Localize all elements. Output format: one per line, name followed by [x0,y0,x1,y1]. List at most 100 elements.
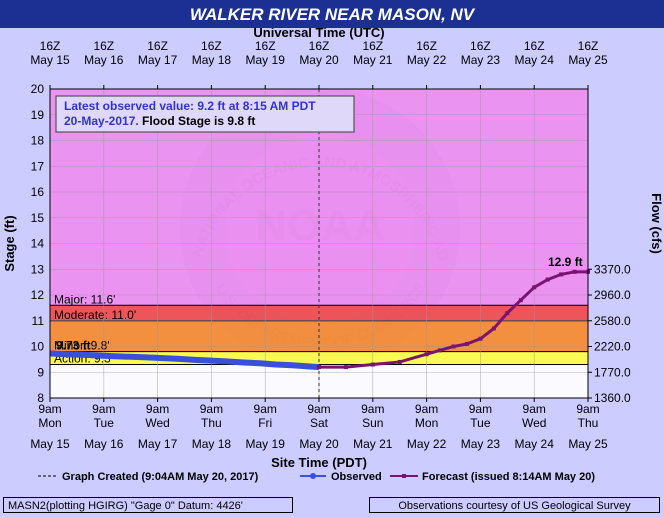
bottom-tick-time: 9am [469,402,492,416]
hydrograph-chart: NOAANATIONAL OCEANIC AND ATMOSPHERIC ADM… [0,28,664,483]
bottom-tick-date: May 18 [192,437,232,451]
bottom-tick-time: 9am [576,402,599,416]
forecast-point [424,352,429,357]
top-tick-date: May 24 [515,53,555,67]
top-tick-date: May 22 [407,53,447,67]
legend: Graph Created (9:04AM May 20, 2017) Obser… [38,471,595,483]
top-tick-date: May 25 [568,53,608,67]
top-tick-time: 16Z [147,39,168,53]
right-axis-title: Flow (cfs) [649,193,664,254]
legend-forecast-text: Forecast (issued 8:14AM May 20) [422,471,595,483]
top-tick-date: May 21 [353,53,393,67]
y-tick-label: 20 [31,82,45,96]
forecast-point [545,277,550,282]
footer-datum: MASN2(plotting HGIRG) "Gage 0" Datum: 44… [3,497,293,513]
forecast-point [464,341,469,346]
forecast-point [343,365,348,370]
bottom-tick-day: Thu [201,416,222,430]
left-axis-title: Stage (ft) [2,215,17,271]
bottom-tick-date: May 19 [246,437,286,451]
top-tick-time: 16Z [416,39,437,53]
y-tick-label: 11 [32,314,45,328]
flow-tick-label: 1360.0 [594,391,631,405]
top-tick-time: 16Z [470,39,491,53]
info-line2: 20-May-2017. Flood Stage is 9.8 ft [64,114,255,128]
info-date: 20-May-2017. [64,114,139,128]
y-tick-label: 14 [31,237,45,251]
forecast-end-label: 12.9 ft [548,255,583,269]
bottom-axis-title: Site Time (PDT) [271,455,367,470]
flow-tick-label: 2960.0 [594,288,631,302]
top-tick-time: 16Z [40,39,61,53]
forecast-point [438,348,443,353]
observed-start-label: 9.73 ft [56,338,91,352]
forecast-point [370,362,375,367]
forecast-point [317,365,321,370]
top-tick-date: May 17 [138,53,178,67]
bottom-tick-time: 9am [254,402,277,416]
top-tick-time: 16Z [362,39,383,53]
bottom-tick-day: Thu [578,416,599,430]
info-box: Latest observed value: 9.2 ft at 8:15 AM… [55,95,355,133]
top-tick-time: 16Z [255,39,276,53]
flood-label-major: Major: 11.6' [54,292,115,306]
bottom-tick-time: 9am [200,402,223,416]
y-tick-label: 18 [31,134,45,148]
y-tick-label: 15 [31,211,45,225]
bottom-tick-date: May 21 [353,437,393,451]
flood-label-moderate: Moderate: 11.0' [54,308,136,322]
info-flood-stage: Flood Stage is 9.8 ft [139,114,256,128]
bottom-tick-date: May 20 [299,437,339,451]
legend-forecast-marker [402,474,406,478]
series-lines: 12.9 ft 9.73 ft [49,255,590,371]
footer-credit: Observations courtesy of US Geological S… [369,497,660,513]
top-tick-date: May 20 [299,53,339,67]
title-banner: WALKER RIVER NEAR MASON, NV [0,0,664,28]
bottom-tick-date: May 22 [407,437,447,451]
forecast-point [451,344,456,349]
bottom-tick-day: Wed [522,416,546,430]
bottom-tick-date: May 24 [515,437,555,451]
forecast-point [559,272,564,277]
flow-tick-label: 2580.0 [594,314,631,328]
y-tick-label: 8 [37,391,44,405]
bottom-tick-time: 9am [92,402,115,416]
y-tick-label: 19 [31,108,45,122]
bottom-tick-time: 9am [523,402,546,416]
top-tick-time: 16Z [578,39,599,53]
top-tick-time: 16Z [93,39,114,53]
y-tick-label: 16 [31,185,45,199]
forecast-point [397,359,402,364]
forecast-point [518,298,523,303]
legend-created-text: Graph Created (9:04AM May 20, 2017) [62,471,259,483]
bottom-tick-date: May 23 [461,437,501,451]
y-tick-label: 12 [31,288,45,302]
top-tick-time: 16Z [309,39,330,53]
top-tick-date: May 16 [84,53,124,67]
bottom-tick-time: 9am [361,402,384,416]
bottom-tick-time: 9am [38,402,61,416]
bottom-tick-time: 9am [415,402,438,416]
top-tick-date: May 19 [246,53,286,67]
top-tick-time: 16Z [524,39,545,53]
flow-tick-label: 2220.0 [594,340,631,354]
forecast-point [491,326,496,331]
flood-label-minor: Minor: 9.8' [54,339,110,353]
bottom-tick-date: May 17 [138,437,178,451]
top-tick-date: May 15 [30,53,70,67]
top-tick-date: May 18 [192,53,232,67]
forecast-point [532,285,537,290]
y-tick-label: 9 [37,365,44,379]
bottom-tick-day: Fri [258,416,272,430]
legend-observed-marker [310,473,316,479]
observed-line [49,350,320,371]
flow-tick-label: 1770.0 [594,365,631,379]
top-tick-date: May 23 [461,53,501,67]
bottom-tick-day: Tue [94,416,115,430]
forecast-point [505,311,510,316]
bottom-tick-day: Wed [145,416,169,430]
bottom-tick-time: 9am [307,402,330,416]
forecast-point [572,269,577,274]
bottom-tick-time: 9am [146,402,169,416]
bottom-tick-day: Sun [362,416,383,430]
